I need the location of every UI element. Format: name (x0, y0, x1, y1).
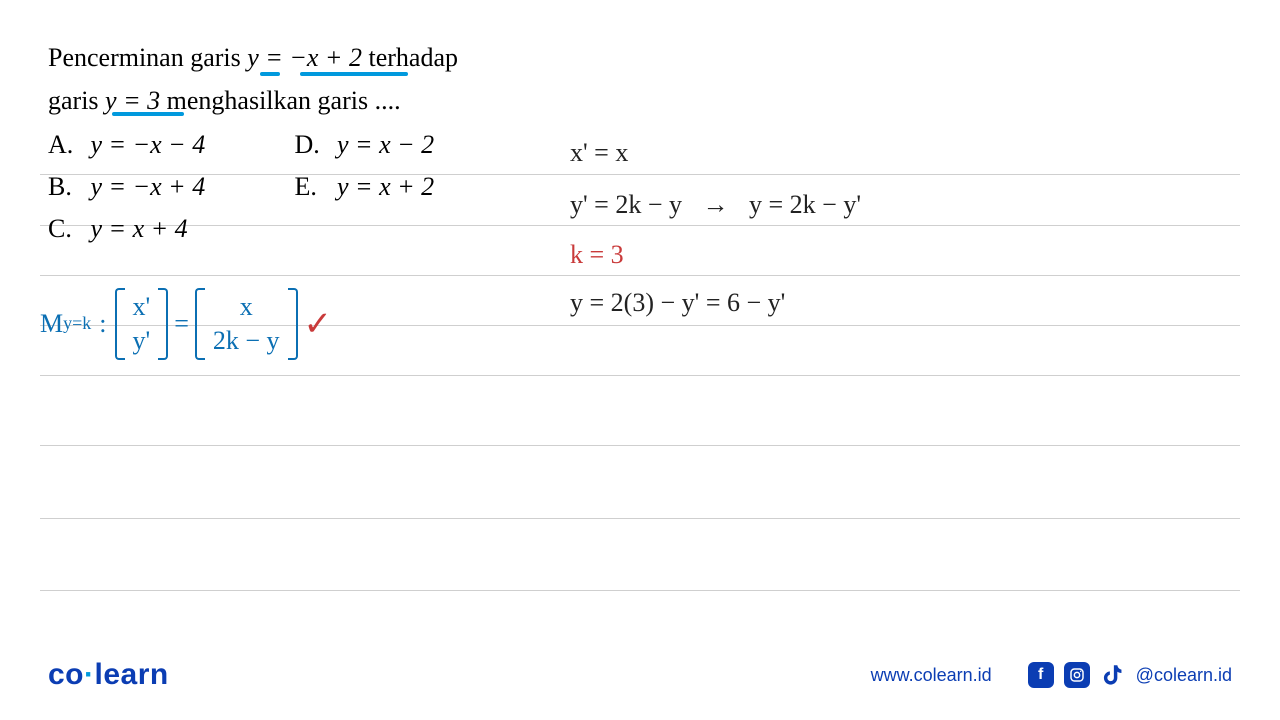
matrix-lb: y' (133, 324, 151, 358)
logo-co: co (48, 658, 84, 691)
option-d: y = x − 2 (337, 130, 434, 159)
ruled-line (40, 518, 1240, 519)
check-icon: ✓ (304, 304, 333, 344)
ruled-line (40, 590, 1240, 591)
formula-sub: y=k (63, 313, 91, 334)
problem-eq-2: y = 3 (105, 86, 160, 115)
option-label-e: E. (295, 172, 331, 202)
option-label-b: B. (48, 172, 84, 202)
logo-dot-icon: · (84, 658, 95, 691)
option-row: C. y = x + 4 (48, 214, 434, 244)
footer-handle: @colearn.id (1136, 665, 1232, 686)
problem-pre-1: Pencerminan garis (48, 43, 247, 72)
matrix-left: x' y' (115, 288, 169, 360)
option-row: B. y = −x + 4 E. y = x + 2 (48, 172, 434, 202)
work-line-4: y = 2(3) − y' = 6 − y' (570, 288, 785, 318)
work-line-2: y' = 2k − y → y = 2k − y' (570, 190, 861, 220)
problem-pre-2: garis (48, 86, 105, 115)
matrix-rb: 2k − y (213, 324, 280, 358)
ruled-line (40, 275, 1240, 276)
ruled-line (40, 375, 1240, 376)
problem-text: Pencerminan garis y = −x + 2 terhadap ga… (48, 38, 458, 120)
problem-post-2: menghasilkan garis .... (160, 86, 400, 115)
problem-line-2: garis y = 3 menghasilkan garis .... (48, 81, 458, 120)
option-label-a: A. (48, 130, 84, 160)
matrix-lt: x' (133, 290, 151, 324)
work-2b: y = 2k − y' (749, 190, 861, 219)
problem-post-1: terhadap (362, 43, 458, 72)
option-label-c: C. (48, 214, 84, 244)
work-2a: y' = 2k − y (570, 190, 682, 219)
facebook-icon: f (1028, 662, 1054, 688)
work-line-1: x' = x (570, 138, 628, 168)
underline-y3 (112, 112, 184, 116)
footer-url: www.colearn.id (871, 665, 992, 686)
option-label-d: D. (295, 130, 331, 160)
tiktok-icon (1100, 662, 1126, 688)
option-e: y = x + 2 (337, 172, 434, 201)
problem-eq-1: y = −x + 2 (247, 43, 362, 72)
option-b: y = −x + 4 (91, 172, 206, 201)
options-block: A. y = −x − 4 D. y = x − 2 B. y = −x + 4… (48, 130, 434, 256)
logo: co·learn (48, 658, 169, 692)
underline-y (260, 72, 280, 76)
option-c: y = x + 4 (91, 214, 188, 243)
instagram-icon (1064, 662, 1090, 688)
work-line-3: k = 3 (570, 240, 624, 270)
footer-right: www.colearn.id f @colearn.id (871, 662, 1232, 688)
arrow-icon: → (703, 190, 729, 220)
formula-colon: : (99, 309, 106, 339)
footer: co·learn www.colearn.id f @colearn.id (48, 658, 1232, 692)
underline-expr (300, 72, 408, 76)
reflection-formula: My=k : x' y' = x 2k − y ✓ (40, 288, 332, 360)
matrix-eq: = (174, 309, 189, 339)
matrix-rt: x (213, 290, 280, 324)
ruled-line (40, 445, 1240, 446)
formula-label: M (40, 309, 63, 339)
logo-learn: learn (95, 658, 169, 691)
option-row: A. y = −x − 4 D. y = x − 2 (48, 130, 434, 160)
option-a: y = −x − 4 (91, 130, 206, 159)
matrix-right: x 2k − y (195, 288, 298, 360)
